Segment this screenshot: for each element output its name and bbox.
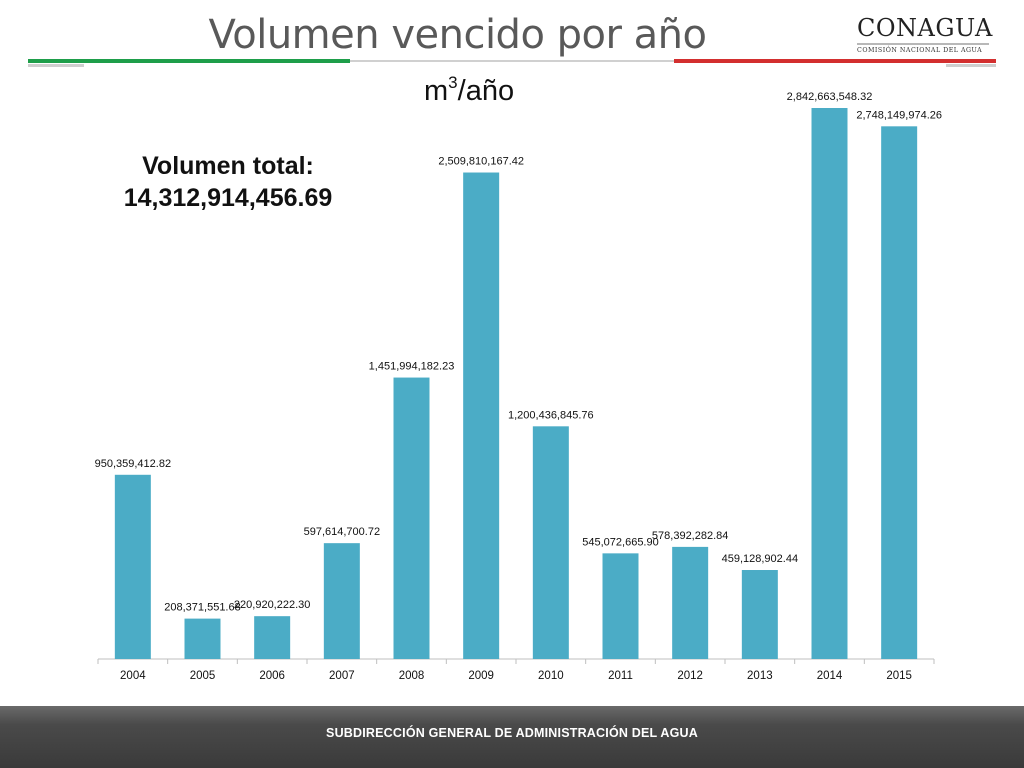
x-tick-label-2013: 2013 bbox=[747, 670, 773, 682]
data-label-2012: 578,392,282.84 bbox=[652, 530, 728, 542]
x-tick-label-2015: 2015 bbox=[886, 670, 912, 682]
units-rest: /año bbox=[457, 75, 515, 107]
bar-2011 bbox=[602, 553, 639, 659]
x-tick-label-2009: 2009 bbox=[468, 670, 494, 682]
rule-accent-left bbox=[28, 64, 84, 67]
title-rule-red bbox=[674, 59, 996, 63]
data-label-2011: 545,072,665.90 bbox=[582, 536, 658, 548]
units-label: m3/año bbox=[424, 73, 514, 108]
conagua-logo: CONAGUA COMISIÓN NACIONAL DEL AGUA bbox=[857, 14, 993, 54]
units-base: m bbox=[424, 75, 449, 107]
title-rule-grey bbox=[350, 60, 674, 62]
footer-bar bbox=[0, 706, 1024, 768]
x-tick-label-2004: 2004 bbox=[120, 670, 146, 682]
x-tick-label-2011: 2011 bbox=[608, 670, 633, 682]
bar-2004 bbox=[114, 474, 151, 659]
rule-accent-right bbox=[946, 64, 996, 67]
data-label-2008: 1,451,994,182.23 bbox=[369, 361, 455, 373]
bar-2008 bbox=[393, 377, 430, 659]
bar-chart: 950,359,412.82 2004 208,371,551.68 2005 220,… bbox=[95, 91, 942, 682]
logo-subtitle: COMISIÓN NACIONAL DEL AGUA bbox=[857, 47, 983, 54]
units-exponent: 3 bbox=[448, 73, 458, 92]
data-label-2006: 220,920,222.30 bbox=[234, 599, 310, 611]
x-tick-label-2008: 2008 bbox=[399, 670, 425, 682]
x-tick-label-2007: 2007 bbox=[329, 670, 355, 682]
bar-2007 bbox=[323, 543, 360, 659]
total-volume-label: Volumen total: bbox=[142, 152, 314, 180]
logo-divider bbox=[857, 43, 989, 45]
bar-2014 bbox=[811, 108, 848, 659]
x-tick-label-2005: 2005 bbox=[190, 670, 216, 682]
bar-2009 bbox=[463, 172, 500, 659]
bar-2006 bbox=[254, 616, 291, 659]
footer-text: SUBDIRECCIÓN GENERAL DE ADMINISTRACIÓN D… bbox=[326, 726, 698, 740]
data-label-2010: 1,200,436,845.76 bbox=[508, 409, 594, 421]
data-label-2009: 2,509,810,167.42 bbox=[438, 156, 524, 168]
logo-wordmark: CONAGUA bbox=[857, 14, 993, 42]
total-volume: Volumen total: 14,312,914,456.69 bbox=[78, 150, 378, 214]
data-label-2015: 2,748,149,974.26 bbox=[856, 109, 942, 121]
x-tick-label-2010: 2010 bbox=[538, 670, 564, 682]
bar-2005 bbox=[184, 618, 221, 659]
slide-title: Volumen vencido por año bbox=[208, 12, 707, 58]
data-label-2014: 2,842,663,548.32 bbox=[787, 91, 873, 103]
bar-2010 bbox=[532, 426, 569, 659]
data-label-2013: 459,128,902.44 bbox=[722, 553, 798, 565]
data-label-2004: 950,359,412.82 bbox=[95, 458, 171, 470]
bar-2012 bbox=[672, 546, 709, 659]
total-volume-value: 14,312,914,456.69 bbox=[123, 184, 333, 212]
x-tick-label-2012: 2012 bbox=[677, 670, 703, 682]
data-label-2007: 597,614,700.72 bbox=[304, 526, 380, 538]
x-tick-label-2006: 2006 bbox=[259, 670, 285, 682]
title-rule-green bbox=[28, 59, 350, 63]
data-label-2005: 208,371,551.68 bbox=[164, 602, 240, 614]
x-tick-label-2014: 2014 bbox=[817, 670, 843, 682]
bar-2015 bbox=[881, 126, 918, 660]
bar-2013 bbox=[741, 570, 778, 659]
